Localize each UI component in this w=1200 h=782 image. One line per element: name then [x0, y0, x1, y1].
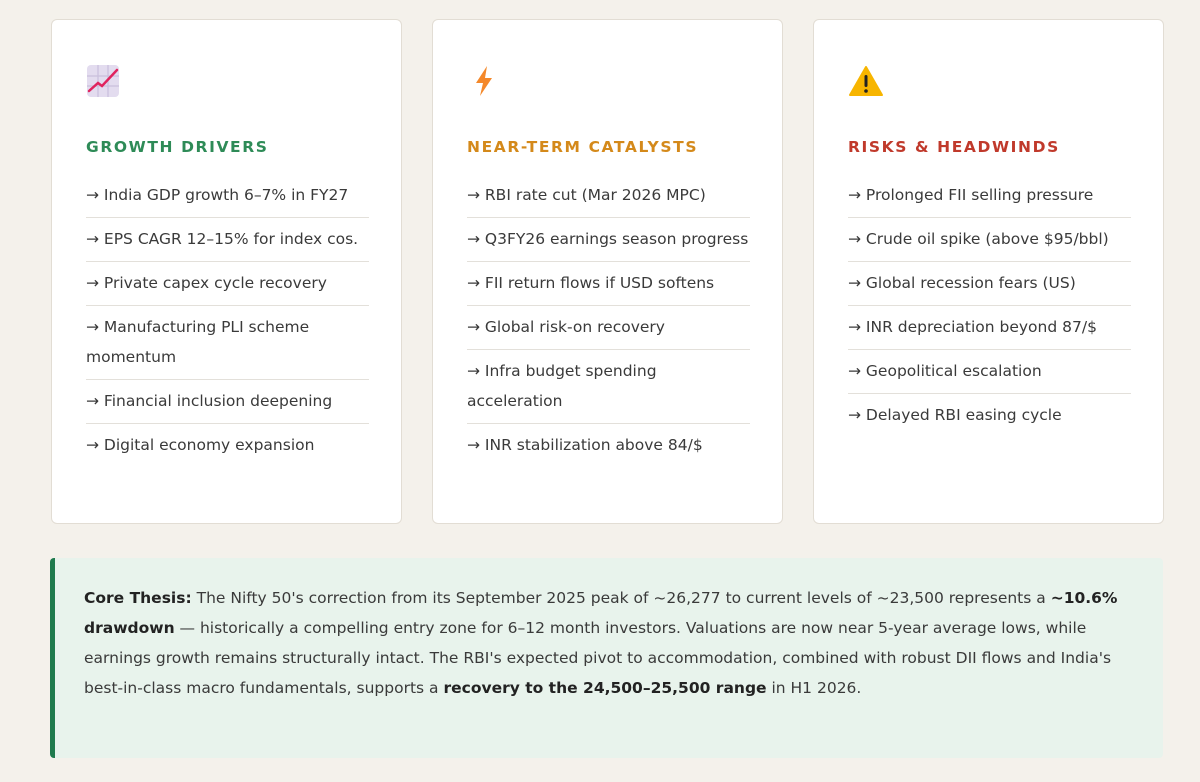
list-item: → Financial inclusion deepening: [86, 380, 369, 424]
list-item: → Crude oil spike (above $95/bbl): [848, 218, 1131, 262]
list-item: → Infra budget spending acceleration: [467, 350, 750, 424]
core-thesis-callout: Core Thesis: The Nifty 50's correction f…: [50, 558, 1163, 758]
card-near-term-catalysts: NEAR-TERM CATALYSTS → RBI rate cut (Mar …: [432, 19, 783, 524]
card-title: RISKS & HEADWINDS: [848, 138, 1060, 156]
card-title: GROWTH DRIVERS: [86, 138, 269, 156]
card-title: NEAR-TERM CATALYSTS: [467, 138, 699, 156]
list-item: → Prolonged FII selling pressure: [848, 174, 1131, 218]
list-item: → INR depreciation beyond 87/$: [848, 306, 1131, 350]
thesis-text: — historically a compelling entry zone f…: [84, 619, 1112, 697]
list-item: → FII return flows if USD softens: [467, 262, 750, 306]
list-item: → RBI rate cut (Mar 2026 MPC): [467, 174, 750, 218]
card-risks-headwinds: RISKS & HEADWINDS → Prolonged FII sellin…: [813, 19, 1164, 524]
thesis-label: Core Thesis:: [84, 589, 192, 607]
thesis-highlight: recovery to the 24,500–25,500 range: [443, 679, 767, 697]
thesis-text: The Nifty 50's correction from its Septe…: [191, 589, 1051, 607]
list-item: → INR stabilization above 84/$: [467, 436, 703, 454]
list-item: → Manufacturing PLI scheme momentum: [86, 306, 369, 380]
warning-icon: [848, 60, 1129, 102]
list-item: → Global risk-on recovery: [467, 306, 750, 350]
list-item: → Q3FY26 earnings season progress: [467, 218, 750, 262]
risks-list: → Prolonged FII selling pressure → Crude…: [848, 174, 1131, 437]
list-item: → EPS CAGR 12–15% for index cos.: [86, 218, 369, 262]
thesis-highlight: ~10.6% drawdown: [84, 589, 1118, 637]
outlook-cards: GROWTH DRIVERS → India GDP growth 6–7% i…: [51, 19, 1164, 524]
list-item: → India GDP growth 6–7% in FY27: [86, 174, 369, 218]
lightning-icon: [467, 60, 748, 102]
list-item: → Delayed RBI easing cycle: [848, 406, 1062, 424]
chart-increasing-icon: [86, 60, 367, 102]
list-item: → Private capex cycle recovery: [86, 262, 369, 306]
list-item: → Digital economy expansion: [86, 436, 315, 454]
thesis-text: in H1 2026.: [766, 679, 862, 697]
list-item: → Geopolitical escalation: [848, 350, 1131, 394]
card-growth-drivers: GROWTH DRIVERS → India GDP growth 6–7% i…: [51, 19, 402, 524]
catalysts-list: → RBI rate cut (Mar 2026 MPC) → Q3FY26 e…: [467, 174, 750, 467]
list-item: → Global recession fears (US): [848, 262, 1131, 306]
growth-drivers-list: → India GDP growth 6–7% in FY27 → EPS CA…: [86, 174, 369, 467]
